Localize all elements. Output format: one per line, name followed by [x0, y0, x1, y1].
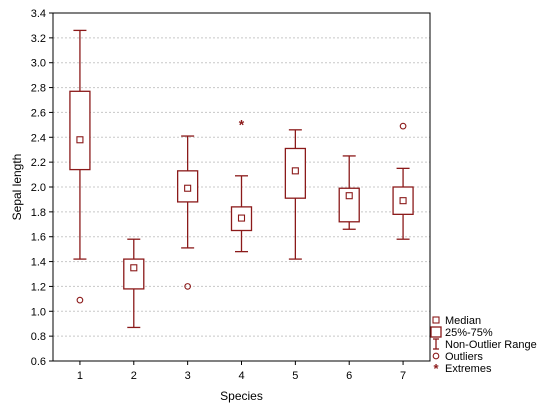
- legend-label: Extremes: [445, 363, 492, 375]
- box-group-2: [123, 238, 145, 329]
- median-marker: [345, 192, 353, 200]
- legend-extreme-swatch: *: [433, 361, 439, 376]
- box-group-3: [176, 135, 199, 290]
- y-axis-title: Sepal length: [10, 154, 24, 221]
- outlier-point: [399, 122, 407, 130]
- y-tick-label: 2.6: [31, 107, 46, 119]
- x-tick-label: 6: [346, 370, 352, 382]
- median-marker: [76, 136, 84, 144]
- legend-item-outlier: Outliers: [432, 351, 483, 363]
- y-tick-label: 2.8: [31, 83, 46, 95]
- y-tick-label: 1.4: [31, 257, 46, 269]
- legend-label: Non-Outlier Range: [445, 339, 537, 351]
- box-series: *: [69, 29, 414, 329]
- box-group-5: [284, 129, 307, 260]
- x-tick-label: 5: [292, 370, 298, 382]
- y-tick-label: 3.0: [31, 58, 46, 70]
- y-tick-label: 3.4: [31, 8, 46, 20]
- median-marker: [184, 184, 192, 192]
- box-group-4: *: [230, 117, 253, 253]
- x-axis: 1 2 3 4 5 6 7: [77, 361, 406, 382]
- legend-item-box: 25%-75%: [430, 326, 493, 339]
- x-tick-label: 4: [238, 370, 244, 382]
- y-tick-label: 1.8: [31, 207, 46, 219]
- outlier-point: [184, 283, 191, 290]
- x-tick-label: 1: [77, 370, 83, 382]
- legend-label: Outliers: [445, 351, 483, 363]
- legend-label: 25%-75%: [445, 327, 493, 339]
- y-tick-label: 0.8: [31, 331, 46, 343]
- extreme-point: *: [239, 117, 245, 133]
- legend-item-whisker: Non-Outlier Range: [433, 338, 537, 351]
- x-axis-title: Species: [220, 389, 263, 403]
- iqr-box: [123, 258, 145, 290]
- legend-box-swatch: [430, 326, 442, 338]
- y-tick-label: 3.2: [31, 33, 46, 45]
- y-tick-label: 2.4: [31, 132, 46, 144]
- iqr-box: [338, 187, 360, 223]
- outlier-point: [76, 296, 84, 304]
- y-tick-label: 0.6: [31, 356, 46, 368]
- x-tick-label: 3: [185, 370, 191, 382]
- iqr-box: [69, 90, 91, 171]
- median-marker: [291, 167, 299, 175]
- y-axis: 0.6 0.8 1.0 1.2 1.4 1.6 1.8 2.0 2.2 2.4 2.6 2.8 3.0 3…: [31, 8, 53, 368]
- box-group-7: [392, 122, 414, 240]
- legend-outlier-swatch: [432, 352, 440, 360]
- legend-median-swatch: [432, 316, 440, 324]
- y-tick-label: 2.0: [31, 182, 46, 194]
- x-tick-label: 2: [131, 370, 137, 382]
- box-group-1: [69, 29, 91, 304]
- median-marker: [237, 214, 246, 222]
- median-marker: [399, 197, 407, 205]
- y-tick-label: 2.2: [31, 157, 46, 169]
- x-tick-label: 7: [400, 370, 406, 382]
- box-group-6: [338, 155, 360, 230]
- y-tick-label: 1.6: [31, 232, 46, 244]
- y-tick-label: 1.0: [31, 306, 46, 318]
- y-tick-label: 1.2: [31, 281, 46, 293]
- median-marker: [130, 264, 138, 272]
- legend-item-extreme: * Extremes: [433, 361, 491, 376]
- legend-label: Median: [445, 315, 481, 327]
- legend-item-median: Median: [432, 315, 481, 327]
